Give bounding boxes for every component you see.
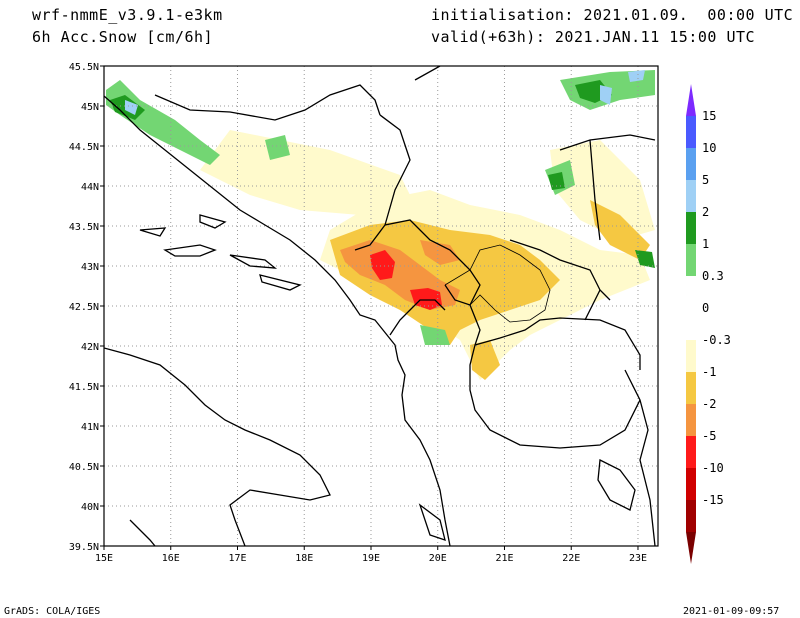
lon-tick-label: 19E: [362, 553, 380, 564]
colorbar-segment: [686, 244, 696, 276]
initialisation-time: initialisation: 2021.01.09. 00:00 UTC: [431, 6, 794, 24]
colorbar-label: 2: [702, 205, 709, 219]
colorbar-segment: [686, 372, 696, 404]
lat-tick-label: 41.5N: [69, 382, 99, 393]
generation-timestamp: 2021-01-09-09:57: [683, 606, 780, 617]
lon-tick-label: 22E: [562, 553, 580, 564]
lat-tick-label: 43N: [81, 262, 99, 273]
model-title: wrf-nmmE_v3.9.1-e3km: [32, 6, 223, 24]
colorbar-segment: [686, 212, 696, 244]
colorbar-segment: [686, 116, 696, 148]
lon-tick-label: 23E: [629, 553, 647, 564]
colorbar-segment: [686, 308, 696, 340]
colorbar-label: 0: [702, 301, 709, 315]
lat-tick-label: 40N: [81, 502, 99, 513]
colorbar-segment: [686, 404, 696, 436]
colorbar-segment: [686, 84, 696, 116]
snow-field-blue: [125, 70, 645, 115]
coastlines: [104, 95, 656, 546]
colorbar-segment: [686, 148, 696, 180]
colorbar-label: -0.3: [702, 333, 731, 347]
grads-credit: GrADS: COLA/IGES: [4, 606, 101, 617]
lon-tick-label: 16E: [162, 553, 180, 564]
lon-tick-label: 17E: [228, 553, 246, 564]
lat-tick-label: 40.5N: [69, 462, 99, 473]
lon-tick-label: 15E: [95, 553, 113, 564]
lon-tick-label: 20E: [429, 553, 447, 564]
colorbar-segment: [686, 180, 696, 212]
colorbar-segment: [686, 468, 696, 500]
longitude-ticks: 15E 16E 17E 18E 19E 20E 21E 22E 23E: [95, 546, 647, 564]
colorbar-segment: [686, 436, 696, 468]
colorbar-label: -5: [702, 429, 716, 443]
colorbar-segment: [686, 340, 696, 372]
colorbar-segment: [686, 276, 696, 308]
valid-time: valid(+63h): 2021.JAN.11 15:00 UTC: [431, 28, 756, 46]
field-title: 6h Acc.Snow [cm/6h]: [32, 28, 214, 46]
lon-tick-label: 21E: [495, 553, 513, 564]
lat-tick-label: 44.5N: [69, 142, 99, 153]
colorbar-segment: [686, 500, 696, 532]
colorbar-label: 0.3: [702, 269, 724, 283]
colorbar-segment: [686, 532, 696, 564]
colorbar-label: -2: [702, 397, 716, 411]
colorbar-label: 10: [702, 141, 716, 155]
colorbar-label: 5: [702, 173, 709, 187]
snow-field-extreme: [370, 250, 442, 310]
colorbar: 15 10 5 2 1 0.3 0 -0.3 -1 -2 -5 -10 -15: [686, 84, 731, 564]
lat-tick-label: 42.5N: [69, 302, 99, 313]
lat-tick-label: 42N: [81, 342, 99, 353]
colorbar-label: -15: [702, 493, 724, 507]
colorbar-label: 15: [702, 109, 716, 123]
lat-tick-label: 45.5N: [69, 62, 99, 73]
lon-tick-label: 18E: [295, 553, 313, 564]
lat-tick-label: 45N: [81, 102, 99, 113]
colorbar-label: -1: [702, 365, 716, 379]
lat-tick-label: 44N: [81, 182, 99, 193]
colorbar-label: 1: [702, 237, 709, 251]
colorbar-label: -10: [702, 461, 724, 475]
lat-tick-label: 43.5N: [69, 222, 99, 233]
region-borders: [444, 244, 551, 323]
lat-tick-label: 39.5N: [69, 542, 99, 553]
lat-tick-label: 41N: [81, 422, 99, 433]
latitude-ticks: 39.5N 40N 40.5N 41N 41.5N 42N 42.5N 43N 43.5N 44N…: [69, 62, 104, 553]
